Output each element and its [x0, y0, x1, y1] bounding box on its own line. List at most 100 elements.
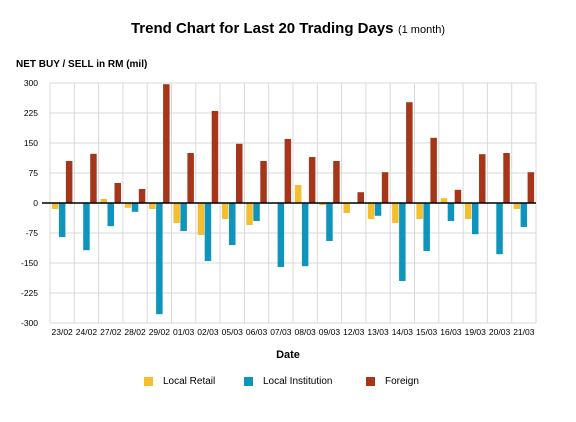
x-tick-label: 20/03 [489, 327, 511, 337]
y-axis-label: NET BUY / SELL in RM (mil) [16, 59, 148, 70]
bar-foreign [333, 161, 340, 203]
bar-local-institution [374, 203, 382, 216]
y-tick-label: -300 [21, 318, 38, 328]
bar-local-institution [277, 203, 285, 267]
bar-foreign [211, 111, 219, 203]
y-tick-label: 75 [29, 168, 39, 178]
x-tick-label: 15/03 [416, 327, 438, 337]
bar-local-institution [107, 203, 114, 227]
bar-foreign [163, 84, 170, 203]
bar-local-institution [253, 203, 260, 221]
bar-foreign [260, 161, 267, 203]
bar-local-retail [343, 203, 350, 213]
bar-local-retail [440, 198, 448, 203]
x-tick-label: 09/03 [319, 327, 341, 337]
x-axis-label: Date [276, 349, 300, 361]
bar-foreign [381, 172, 389, 203]
legend-item-institution: Local Institution [244, 376, 333, 387]
x-tick-label: 02/03 [197, 327, 219, 337]
legend-label-institution: Local Institution [263, 376, 333, 387]
x-tick-label: 27/02 [100, 327, 122, 337]
bar-local-retail [222, 203, 229, 219]
y-tick-label: 300 [24, 78, 38, 88]
y-tick-label: -150 [21, 258, 38, 268]
bar-local-retail [246, 203, 253, 225]
bar-local-institution [58, 203, 66, 237]
bar-foreign [527, 172, 535, 203]
x-tick-label: 08/03 [295, 327, 317, 337]
x-tick-label: 24/02 [76, 327, 98, 337]
bar-local-institution [156, 203, 163, 315]
bar-chart: 300 225 150 75 0 -75 -150 -225 -300 23/02 24/02 27/… [21, 78, 537, 337]
legend-swatch-institution [244, 377, 253, 386]
bar-local-institution [229, 203, 236, 245]
y-tick-label: 0 [33, 198, 38, 208]
bar-local-institution [301, 203, 309, 267]
legend-label-foreign: Foreign [385, 376, 419, 387]
bar-local-institution [447, 203, 455, 221]
legend-swatch-retail [144, 377, 153, 386]
bar-foreign [187, 153, 194, 203]
bar-local-institution [496, 203, 503, 255]
bar-local-retail [124, 203, 132, 208]
bar-local-institution [326, 203, 333, 241]
bar-foreign [357, 192, 364, 203]
bar-local-institution [83, 203, 90, 251]
bar-local-institution [472, 203, 479, 235]
x-tick-label: 28/02 [124, 327, 146, 337]
bar-foreign [90, 153, 97, 203]
chart-title: Trend Chart for Last 20 Trading Days [130, 20, 394, 37]
bar-local-retail [416, 203, 423, 219]
chart-subtitle: (1 month) [397, 24, 446, 36]
bar-local-retail [100, 199, 107, 203]
bar-local-institution [520, 203, 528, 227]
bar-local-institution [180, 203, 187, 231]
x-tick-label: 14/03 [392, 327, 414, 337]
bar-foreign [236, 143, 243, 203]
bar-local-retail [149, 203, 156, 209]
y-tick-label: 150 [24, 138, 38, 148]
bar-foreign [138, 189, 146, 203]
x-tick-label: 16/03 [440, 327, 462, 337]
x-tick-label: 19/03 [465, 327, 487, 337]
legend-label-retail: Local Retail [163, 376, 216, 387]
bar-local-institution [131, 203, 139, 212]
bar-foreign [430, 137, 437, 203]
bar-local-institution [204, 203, 212, 261]
x-tick-label: 23/02 [52, 327, 74, 337]
bar-local-retail [465, 203, 472, 219]
bar-foreign [454, 189, 462, 203]
bar-local-retail [367, 203, 375, 219]
bar-local-institution [423, 203, 430, 251]
x-tick-label: 13/03 [367, 327, 389, 337]
chart-title-block: Trend Chart for Last 20 Trading Days (1 … [0, 20, 576, 38]
y-tick-label: -75 [26, 228, 39, 238]
x-tick-label: 06/03 [246, 327, 268, 337]
x-tick-label: 05/03 [222, 327, 244, 337]
bar-foreign [479, 154, 486, 203]
bar-local-retail [513, 203, 521, 209]
x-tick-label: 29/02 [149, 327, 171, 337]
y-tick-label: 225 [24, 108, 38, 118]
x-tick-label: 01/03 [173, 327, 195, 337]
legend-swatch-foreign [366, 377, 375, 386]
x-tick-label: 21/03 [513, 327, 535, 337]
bar-foreign [284, 139, 292, 203]
legend-item-retail: Local Retail [144, 376, 215, 387]
bar-local-institution [399, 203, 406, 281]
bar-local-retail [173, 203, 180, 223]
x-tick-label: 07/03 [270, 327, 292, 337]
bar-foreign [503, 153, 510, 203]
x-tick-label: 12/03 [343, 327, 365, 337]
bar-foreign [114, 183, 121, 203]
bar-local-retail [392, 203, 399, 223]
bar-foreign [308, 157, 316, 203]
bar-local-retail [197, 203, 205, 235]
bar-foreign [406, 102, 413, 203]
bar-local-retail [294, 185, 302, 203]
y-tick-label: -225 [21, 288, 38, 298]
legend-item-foreign: Foreign [366, 376, 419, 387]
bar-foreign [65, 161, 73, 203]
bar-local-retail [319, 203, 326, 205]
bar-local-retail [51, 203, 59, 209]
